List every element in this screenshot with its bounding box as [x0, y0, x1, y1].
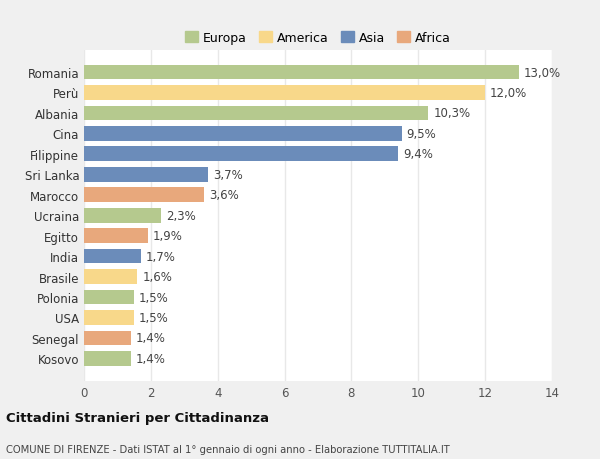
Text: 2,3%: 2,3% [166, 209, 196, 222]
Text: 13,0%: 13,0% [524, 67, 561, 79]
Bar [84, 249, 141, 264]
Bar [84, 229, 148, 243]
Bar [84, 351, 131, 366]
Text: 1,6%: 1,6% [143, 270, 172, 284]
Text: 1,5%: 1,5% [139, 291, 169, 304]
Text: 1,5%: 1,5% [139, 311, 169, 324]
Bar [84, 310, 134, 325]
Bar [84, 290, 134, 305]
Text: COMUNE DI FIRENZE - Dati ISTAT al 1° gennaio di ogni anno - Elaborazione TUTTITA: COMUNE DI FIRENZE - Dati ISTAT al 1° gen… [6, 444, 450, 454]
Bar [84, 269, 137, 284]
Text: 12,0%: 12,0% [490, 87, 527, 100]
Text: 1,9%: 1,9% [152, 230, 182, 243]
Legend: Europa, America, Asia, Africa: Europa, America, Asia, Africa [181, 27, 455, 50]
Bar [84, 106, 428, 121]
Bar [84, 168, 208, 182]
Bar [84, 331, 131, 346]
Bar [84, 86, 485, 101]
Text: Cittadini Stranieri per Cittadinanza: Cittadini Stranieri per Cittadinanza [6, 412, 269, 425]
Text: 1,4%: 1,4% [136, 352, 166, 365]
Bar [84, 66, 518, 80]
Bar [84, 208, 161, 223]
Text: 9,5%: 9,5% [407, 128, 436, 140]
Bar [84, 188, 205, 203]
Bar [84, 127, 401, 141]
Bar [84, 147, 398, 162]
Text: 3,6%: 3,6% [209, 189, 239, 202]
Text: 1,4%: 1,4% [136, 332, 166, 345]
Text: 10,3%: 10,3% [433, 107, 470, 120]
Text: 1,7%: 1,7% [146, 250, 176, 263]
Text: 9,4%: 9,4% [403, 148, 433, 161]
Text: 3,7%: 3,7% [212, 168, 242, 181]
